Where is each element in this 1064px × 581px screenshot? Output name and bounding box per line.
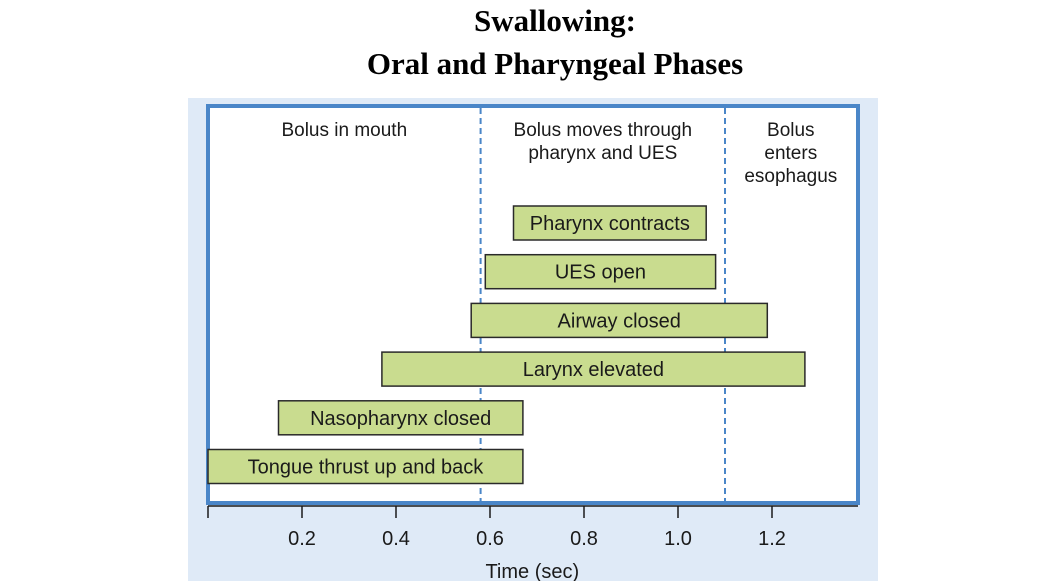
interval-bar-3	[470, 302, 769, 339]
phase-label-1-line-1: Bolus in mouth	[281, 120, 407, 141]
interval-bar-5	[277, 400, 524, 436]
x-tick-label-4: 0.8	[570, 528, 598, 550]
x-tick-label-3: 0.6	[476, 528, 504, 550]
interval-label-3: Airway closed	[558, 310, 681, 332]
interval-label-5: Nasopharynx closed	[310, 408, 491, 430]
x-tick-label-2: 0.4	[382, 528, 410, 550]
phase-label-3-line-1: Bolus	[767, 120, 815, 141]
interval-bar-4	[381, 351, 806, 387]
interval-label-6: Tongue thrust up and back	[248, 457, 485, 479]
x-tick-label-5: 1.0	[664, 528, 692, 550]
interval-label-4: Larynx elevated	[523, 359, 664, 381]
phase-label-2-line-2: pharynx and UES	[528, 143, 677, 164]
interval-label-2: UES open	[555, 262, 646, 284]
interval-bar-6	[207, 448, 524, 485]
phase-label-2-line-1: Bolus moves through	[514, 120, 693, 141]
x-tick-label-1: 0.2	[288, 528, 316, 550]
phase-label-3-line-3: esophagus	[744, 166, 837, 187]
chart-title-line-1: Swallowing:	[474, 3, 636, 38]
x-tick-label-6: 1.2	[758, 528, 786, 550]
figure-panel: Bolus in mouth Bolus moves through pharynx…	[188, 98, 878, 581]
phase-label-3-line-2: enters	[764, 143, 817, 164]
swallowing-timing-chart: Bolus in mouth Bolus moves throughpharynx…	[206, 104, 860, 581]
interval-bar-2	[484, 253, 717, 290]
interval-bar-1	[512, 205, 707, 241]
x-axis-title: Time (sec)	[485, 561, 579, 581]
chart-title-line-2: Oral and Pharyngeal Phases	[366, 46, 744, 81]
interval-label-1: Pharynx contracts	[530, 213, 690, 235]
